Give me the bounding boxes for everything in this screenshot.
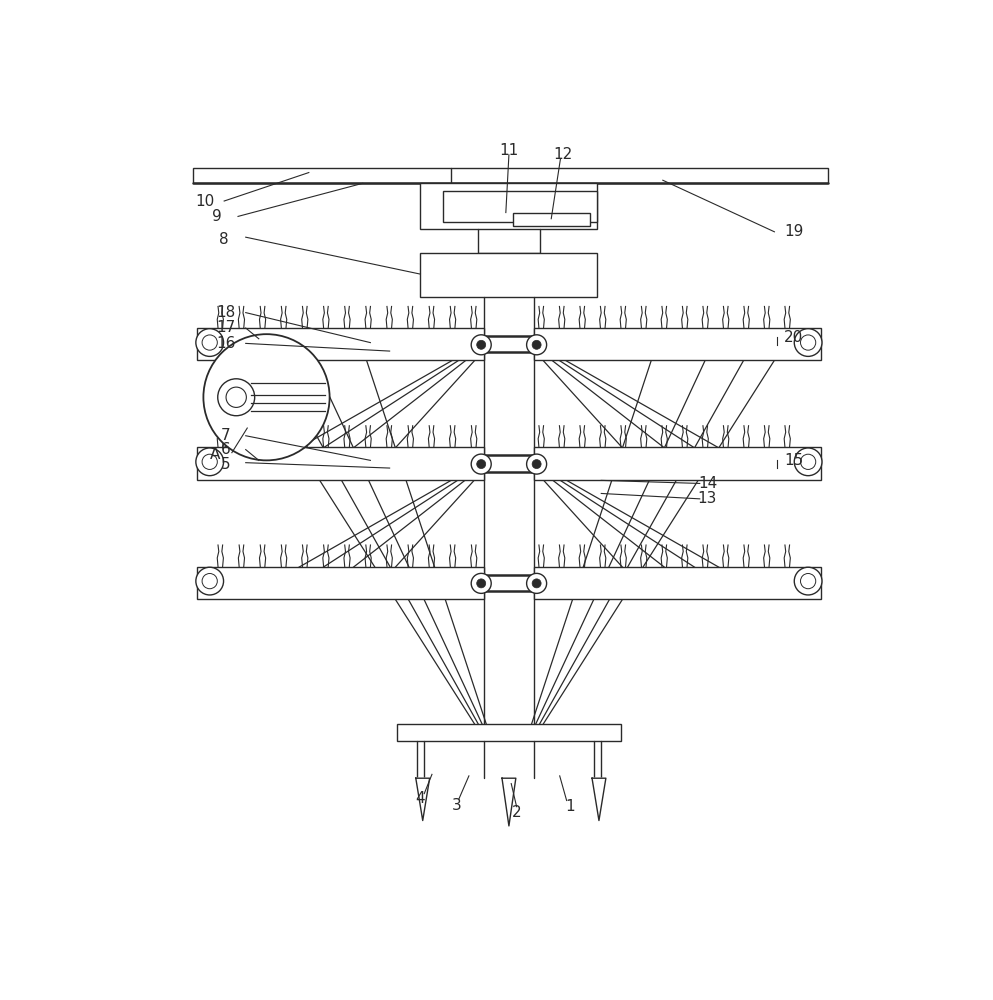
Bar: [198, 447, 485, 480]
Circle shape: [526, 454, 546, 474]
Text: 20: 20: [784, 330, 803, 345]
Circle shape: [794, 329, 822, 356]
Circle shape: [196, 448, 223, 476]
Text: 12: 12: [553, 147, 572, 162]
Bar: [444, 191, 598, 222]
Text: 6: 6: [220, 442, 230, 457]
Bar: [397, 724, 621, 741]
Text: 17: 17: [216, 320, 235, 335]
Bar: [420, 253, 598, 297]
Circle shape: [472, 573, 492, 593]
Circle shape: [204, 334, 330, 460]
Text: 15: 15: [784, 453, 803, 468]
Bar: [420, 183, 598, 229]
Circle shape: [532, 340, 541, 349]
Text: 13: 13: [698, 491, 717, 506]
Polygon shape: [502, 778, 515, 826]
Circle shape: [532, 460, 541, 469]
Text: 16: 16: [216, 336, 235, 351]
Circle shape: [477, 579, 486, 588]
Bar: [198, 328, 485, 360]
Circle shape: [794, 567, 822, 595]
Bar: [512, 213, 590, 226]
Text: 5: 5: [220, 457, 230, 472]
Polygon shape: [592, 778, 606, 821]
Text: 4: 4: [415, 791, 424, 806]
Circle shape: [196, 567, 223, 595]
Circle shape: [196, 329, 223, 356]
Bar: [533, 447, 820, 480]
Text: 18: 18: [216, 305, 235, 320]
Text: 19: 19: [783, 224, 803, 239]
Text: 10: 10: [196, 194, 214, 209]
Circle shape: [477, 340, 486, 349]
Circle shape: [532, 579, 541, 588]
Text: 8: 8: [219, 232, 229, 247]
Circle shape: [526, 335, 546, 355]
Circle shape: [794, 448, 822, 476]
Bar: [194, 168, 828, 183]
Text: 7: 7: [220, 428, 230, 443]
Circle shape: [217, 379, 254, 416]
Bar: [198, 567, 485, 599]
Text: 1: 1: [566, 799, 575, 814]
Text: A: A: [210, 447, 220, 462]
Text: 11: 11: [499, 143, 518, 158]
Text: 2: 2: [511, 805, 521, 820]
Text: 14: 14: [698, 476, 717, 491]
Text: 9: 9: [212, 209, 221, 224]
Text: 3: 3: [452, 798, 462, 813]
Circle shape: [472, 454, 492, 474]
Polygon shape: [416, 778, 430, 821]
Circle shape: [472, 335, 492, 355]
Circle shape: [526, 573, 546, 593]
Circle shape: [477, 460, 486, 469]
Bar: [533, 567, 820, 599]
Bar: [533, 328, 820, 360]
